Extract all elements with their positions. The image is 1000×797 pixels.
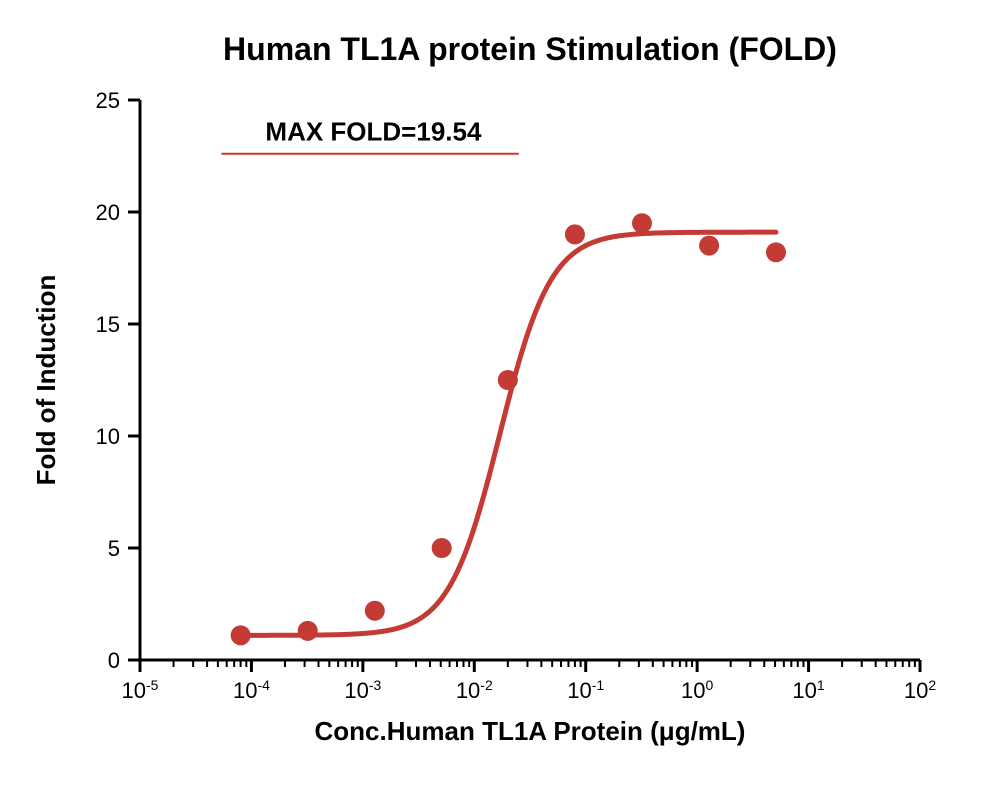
data-point bbox=[298, 621, 318, 641]
x-tick-label: 100 bbox=[681, 677, 713, 703]
x-tick-label: 101 bbox=[792, 677, 824, 703]
y-axis-label: Fold of Induction bbox=[31, 275, 61, 486]
y-tick-label: 5 bbox=[108, 536, 120, 561]
data-point bbox=[498, 370, 518, 390]
chart-container: Human TL1A protein Stimulation (FOLD) MAX… bbox=[0, 0, 1000, 797]
data-point bbox=[565, 224, 585, 244]
max-fold-annotation: MAX FOLD=19.54 bbox=[265, 116, 482, 146]
x-tick-label: 10-1 bbox=[567, 677, 604, 703]
y-tick-label: 15 bbox=[96, 312, 120, 337]
x-tick-label: 10-2 bbox=[456, 677, 493, 703]
data-point bbox=[699, 236, 719, 256]
y-tick-label: 25 bbox=[96, 88, 120, 113]
chart-svg: Human TL1A protein Stimulation (FOLD) MAX… bbox=[0, 0, 1000, 797]
data-point bbox=[365, 601, 385, 621]
x-axis-label: Conc.Human TL1A Protein (μg/mL) bbox=[315, 716, 746, 746]
data-point bbox=[231, 625, 251, 645]
data-point bbox=[432, 538, 452, 558]
x-tick-label: 10-4 bbox=[233, 677, 270, 703]
y-tick-label: 10 bbox=[96, 424, 120, 449]
chart-title: Human TL1A protein Stimulation (FOLD) bbox=[223, 31, 837, 67]
data-point bbox=[632, 213, 652, 233]
y-tick-label: 20 bbox=[96, 200, 120, 225]
x-tick-label: 102 bbox=[904, 677, 936, 703]
fit-curve bbox=[241, 232, 776, 635]
x-tick-label: 10-3 bbox=[344, 677, 381, 703]
y-tick-label: 0 bbox=[108, 648, 120, 673]
data-point bbox=[766, 242, 786, 262]
x-tick-label: 10-5 bbox=[122, 677, 159, 703]
